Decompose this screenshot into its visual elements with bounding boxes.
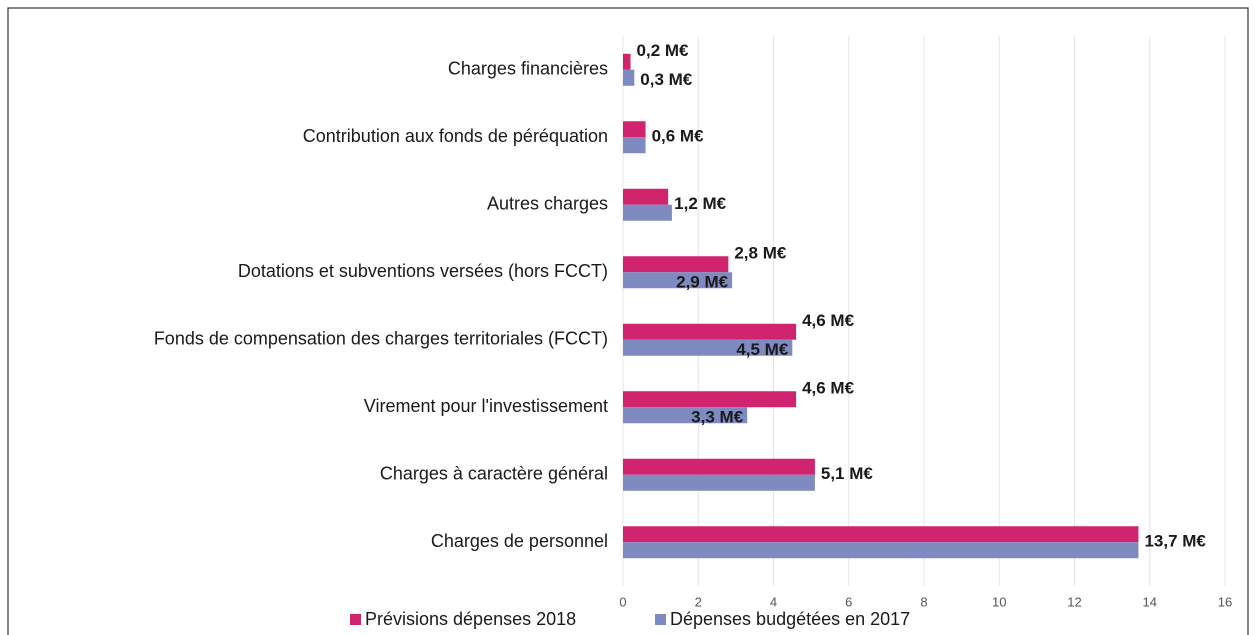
category-label: Dotations et subventions versées (hors F… [238,261,608,281]
x-tick-label: 14 [1143,594,1157,609]
value-label: 4,6 M€ [802,379,855,398]
value-label: 0,2 M€ [637,41,690,60]
legend-label: Prévisions dépenses 2018 [365,609,576,629]
value-label: 5,1 M€ [821,464,874,483]
bar [623,542,1139,559]
bar [623,53,631,70]
value-label: 13,7 M€ [1144,532,1206,551]
bar [623,323,797,340]
value-label: 2,9 M€ [676,273,729,292]
bar [623,272,733,289]
bar [623,204,672,221]
x-tick-label: 6 [845,594,852,609]
value-label: 0,6 M€ [652,127,705,146]
value-label: 1,2 M€ [674,194,727,213]
bar [623,458,815,475]
bar [623,339,793,356]
bar [623,69,635,86]
x-tick-label: 10 [992,594,1006,609]
bar [623,188,669,205]
x-tick-label: 12 [1067,594,1081,609]
x-tick-label: 0 [619,594,626,609]
category-label: Autres charges [487,194,608,214]
value-label: 4,5 M€ [736,340,789,359]
bar [623,256,729,273]
bar [623,391,797,408]
bar [623,407,748,424]
value-label: 3,3 M€ [691,408,744,427]
bar [623,121,646,138]
legend-swatch [350,614,361,625]
x-tick-label: 4 [770,594,777,609]
category-label: Virement pour l'investissement [364,396,608,416]
x-tick-label: 2 [695,594,702,609]
bar [623,526,1139,543]
bar [623,474,815,491]
category-label: Charges de personnel [431,531,608,551]
legend-swatch [655,614,666,625]
category-label: Contribution aux fonds de péréquation [303,126,608,146]
category-label: Charges à caractère général [380,464,608,484]
x-tick-label: 8 [920,594,927,609]
category-label: Fonds de compensation des charges territ… [154,329,608,349]
bar [623,137,646,154]
category-label: Charges financières [448,59,608,79]
value-label: 0,3 M€ [640,70,693,89]
value-label: 2,8 M€ [734,244,787,263]
legend-label: Dépenses budgétées en 2017 [670,609,910,629]
value-label: 4,6 M€ [802,311,855,330]
x-tick-label: 16 [1218,594,1232,609]
